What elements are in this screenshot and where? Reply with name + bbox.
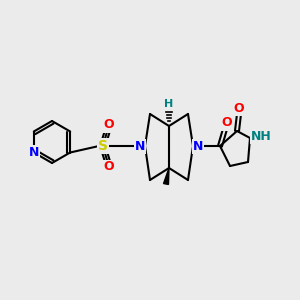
Text: O: O xyxy=(234,101,244,115)
Text: O: O xyxy=(222,116,232,130)
Text: O: O xyxy=(104,160,114,173)
Text: NH: NH xyxy=(250,130,272,142)
Text: S: S xyxy=(98,139,108,153)
Text: O: O xyxy=(104,118,114,131)
Text: N: N xyxy=(135,140,145,152)
Text: N: N xyxy=(28,146,39,159)
Text: H: H xyxy=(164,99,174,109)
Polygon shape xyxy=(164,168,169,184)
Text: N: N xyxy=(193,140,203,152)
